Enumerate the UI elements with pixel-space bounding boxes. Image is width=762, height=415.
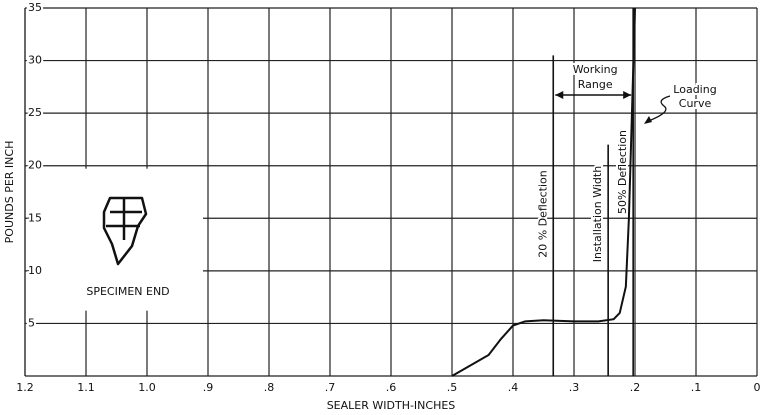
reference-label: Installation Width: [591, 166, 604, 262]
y-tick-label: 20: [28, 159, 42, 172]
range-label: Range: [578, 78, 613, 91]
x-tick-label: .8: [264, 381, 275, 394]
x-tick-label: .2: [630, 381, 641, 394]
curve-pointer-head: [644, 116, 652, 124]
y-tick-label: 30: [28, 54, 42, 67]
curve-label: Curve: [679, 97, 712, 110]
chart: SEALER WIDTH-INCHES POUNDS PER INCH 1.2 1…: [0, 0, 762, 415]
x-tick-label: .4: [508, 381, 519, 394]
x-tick-label: .3: [569, 381, 580, 394]
y-tick-label: 5: [28, 316, 35, 329]
x-tick-label: .6: [386, 381, 397, 394]
curve-label: Loading: [673, 83, 716, 96]
reference-label: 20 % Deflection: [536, 170, 549, 258]
x-tick-label: 0: [754, 381, 761, 394]
reference-label: 50% Deflection: [616, 130, 629, 214]
x-tick-label: .5: [447, 381, 458, 394]
x-tick-label: 1.0: [138, 381, 156, 394]
range-label: Working: [573, 63, 618, 76]
y-tick-label: 15: [28, 211, 42, 224]
x-tick-label: 1.1: [77, 381, 95, 394]
y-tick-label: 10: [28, 264, 42, 277]
x-tick-label: .9: [203, 381, 214, 394]
x-tick-label: .7: [325, 381, 336, 394]
page: SEALER WIDTH-INCHES POUNDS PER INCH 1.2 1…: [0, 0, 762, 415]
y-axis-title: POUNDS PER INCH: [3, 141, 16, 244]
x-tick-label: .1: [691, 381, 702, 394]
y-tick-label: 25: [28, 106, 42, 119]
y-tick-label: 35: [28, 1, 42, 14]
specimen-label: SPECIMEN END: [86, 285, 169, 298]
x-tick-label: 1.2: [16, 381, 34, 394]
x-axis-title: SEALER WIDTH-INCHES: [327, 399, 456, 412]
